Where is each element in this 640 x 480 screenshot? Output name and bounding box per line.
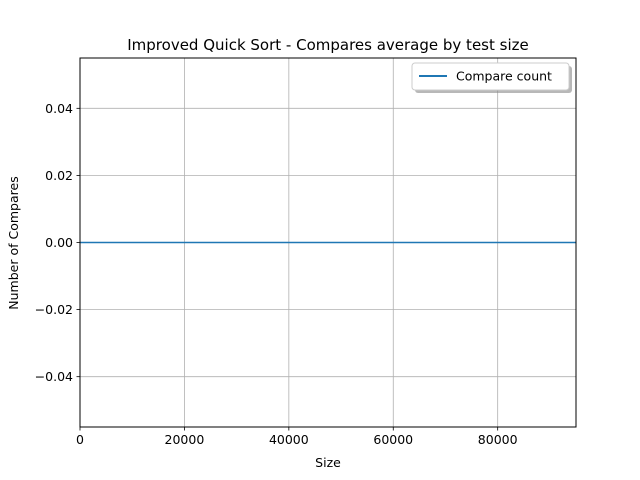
- y-tick-label: 0.04: [45, 101, 73, 116]
- y-tick-label: 0.00: [45, 235, 73, 250]
- legend-box: [411, 62, 570, 91]
- y-axis-ticks: 0.04 0.02 0.00 −0.02 −0.04: [35, 101, 80, 384]
- x-axis-ticks: 0 20000 40000 60000 80000: [76, 427, 518, 447]
- legend: Compare count: [411, 62, 572, 93]
- x-tick-label: 80000: [478, 432, 518, 447]
- x-tick-label: 0: [76, 432, 84, 447]
- y-tick-label: −0.04: [35, 369, 73, 384]
- y-tick-label: 0.02: [45, 168, 73, 183]
- chart-title: Improved Quick Sort - Compares average b…: [127, 36, 528, 54]
- legend-label-compare-count: Compare count: [456, 69, 552, 84]
- y-axis-label: Number of Compares: [6, 176, 21, 309]
- y-tick-label: −0.02: [35, 302, 73, 317]
- x-tick-label: 40000: [269, 432, 309, 447]
- x-tick-label: 60000: [373, 432, 413, 447]
- x-tick-label: 20000: [165, 432, 205, 447]
- x-axis-label: Size: [315, 455, 341, 470]
